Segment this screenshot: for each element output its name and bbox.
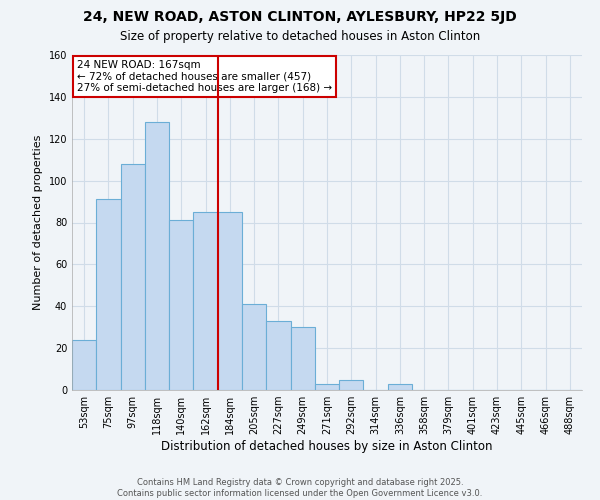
Text: Size of property relative to detached houses in Aston Clinton: Size of property relative to detached ho… [120, 30, 480, 43]
Text: 24, NEW ROAD, ASTON CLINTON, AYLESBURY, HP22 5JD: 24, NEW ROAD, ASTON CLINTON, AYLESBURY, … [83, 10, 517, 24]
Bar [72, 340, 96, 390]
Bar [266, 321, 290, 390]
Bar [169, 220, 193, 390]
X-axis label: Distribution of detached houses by size in Aston Clinton: Distribution of detached houses by size … [161, 440, 493, 453]
Bar [242, 304, 266, 390]
Bar [218, 212, 242, 390]
Text: 24 NEW ROAD: 167sqm
← 72% of detached houses are smaller (457)
27% of semi-detac: 24 NEW ROAD: 167sqm ← 72% of detached ho… [77, 60, 332, 93]
Bar [339, 380, 364, 390]
Bar [193, 212, 218, 390]
Bar [290, 327, 315, 390]
Bar [96, 200, 121, 390]
Text: Contains HM Land Registry data © Crown copyright and database right 2025.
Contai: Contains HM Land Registry data © Crown c… [118, 478, 482, 498]
Y-axis label: Number of detached properties: Number of detached properties [33, 135, 43, 310]
Bar [315, 384, 339, 390]
Bar [121, 164, 145, 390]
Bar [388, 384, 412, 390]
Bar [145, 122, 169, 390]
